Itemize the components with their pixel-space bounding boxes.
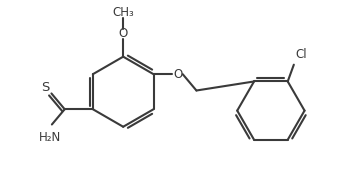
Text: S: S	[41, 81, 49, 94]
Text: Cl: Cl	[295, 48, 307, 60]
Text: H₂N: H₂N	[39, 131, 61, 144]
Text: O: O	[173, 68, 183, 81]
Text: CH₃: CH₃	[112, 6, 134, 19]
Text: O: O	[119, 27, 128, 40]
